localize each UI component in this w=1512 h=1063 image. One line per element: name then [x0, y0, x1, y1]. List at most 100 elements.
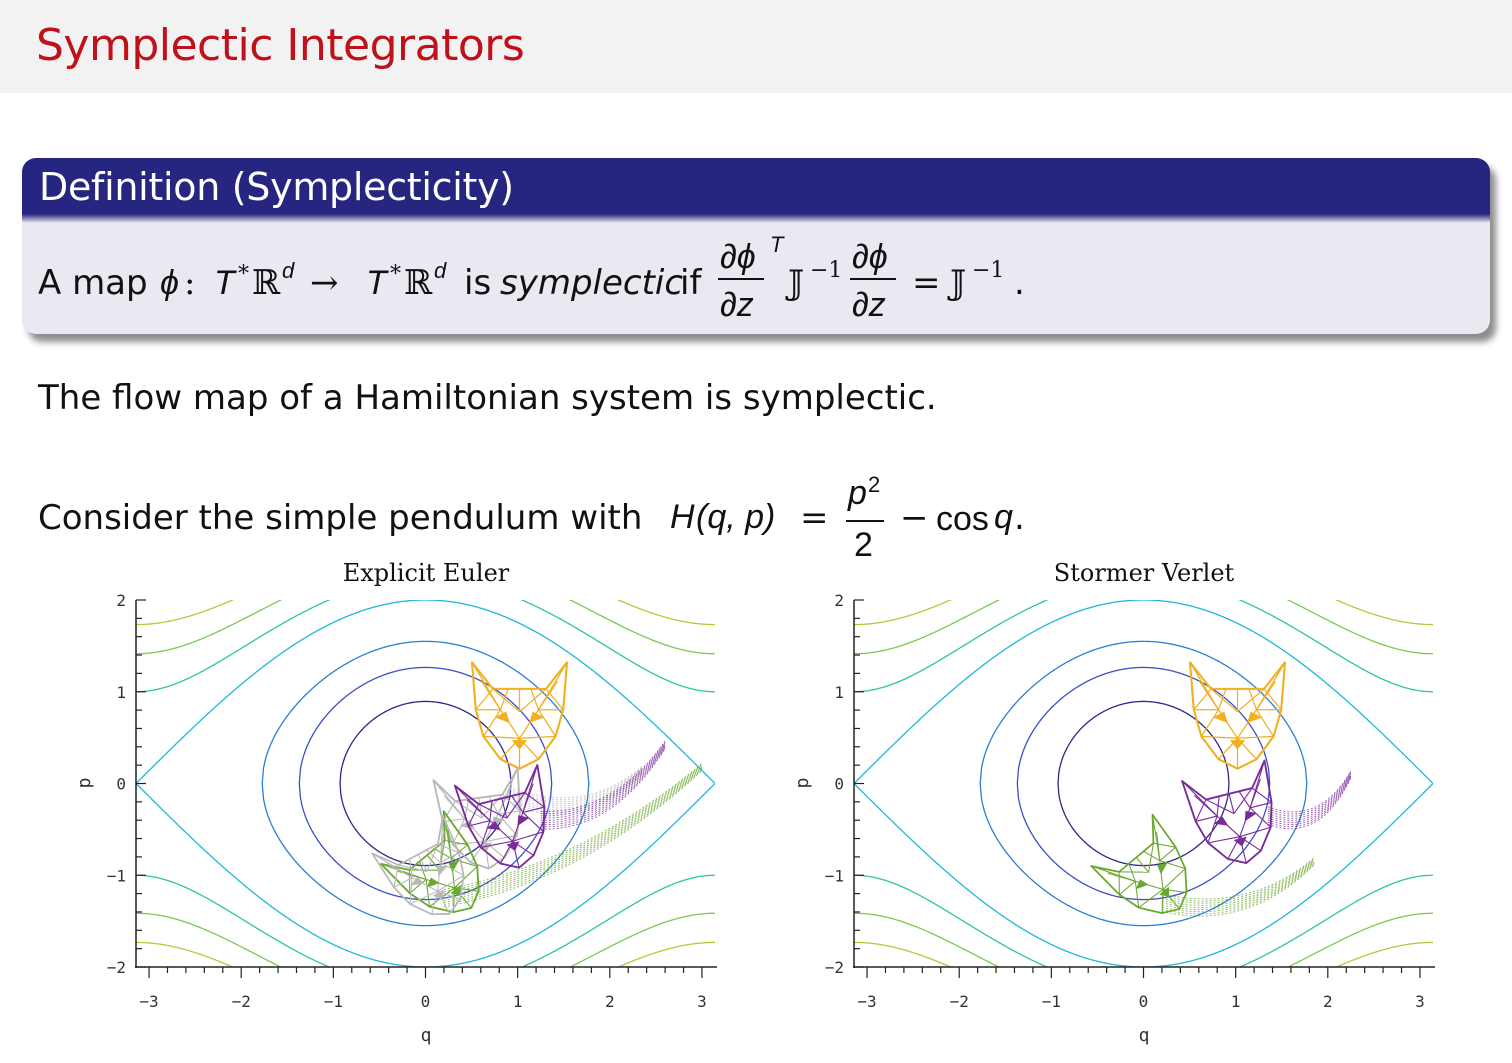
verlet-purple-cat-mesh	[1249, 801, 1272, 809]
def-domain-star: *	[238, 262, 249, 287]
euler-y-tick-label: 1	[116, 683, 126, 702]
verlet-green-cat-eye-left	[1135, 879, 1149, 890]
euler-green-cat-eye-left	[426, 877, 440, 888]
verlet-green-cat-mesh	[1118, 871, 1120, 895]
pendulum-q: q	[994, 498, 1013, 536]
euler-gray-cat-2-mesh	[439, 833, 444, 863]
verlet-y-tick-label: 0	[834, 775, 844, 794]
euler-green-cat-mesh	[409, 869, 440, 871]
verlet-green-cat-mesh	[1162, 868, 1186, 890]
verlet-green-cat-outline	[1090, 813, 1188, 914]
euler-orange-cat-mesh	[483, 735, 520, 739]
verlet-purple-smear-streak	[1267, 777, 1352, 830]
euler-x-tick-label: −3	[139, 992, 158, 1011]
euler-purple-cat-mesh	[467, 803, 480, 827]
euler-orange-cat-mesh	[482, 709, 502, 737]
verlet-green-smear-streak	[1161, 858, 1315, 902]
def-arrow: →	[310, 263, 339, 303]
verlet-green-cat-mesh	[1119, 880, 1136, 896]
verlet-purple-smear	[1267, 770, 1352, 830]
verlet-green-cat-mesh	[1119, 871, 1149, 873]
euler-gray-cat-2-mesh	[440, 852, 460, 863]
euler-x-tick-label: −2	[232, 992, 251, 1011]
euler-purple-cat-mesh	[512, 831, 544, 842]
euler-green-cat-mesh	[409, 879, 427, 894]
verlet-orange-cat-mesh	[1198, 680, 1220, 711]
def-equals: =	[912, 263, 941, 303]
pendulum-args: (q, p)	[696, 498, 776, 536]
euler-gray-cat-mesh	[498, 810, 521, 815]
euler-gray-cat-mesh	[452, 841, 486, 845]
euler-gray-cat-2-mesh	[393, 864, 399, 888]
verlet-green-cat-mesh	[1138, 888, 1164, 909]
euler-ylabel: p	[74, 778, 95, 789]
pendulum-cos: cos	[936, 500, 989, 538]
verlet-green-smear-streak	[1161, 859, 1315, 904]
euler-contour-level-2	[261, 640, 590, 927]
euler-green-cat-eye-right	[448, 860, 460, 873]
euler-gray-cat-2-mesh	[409, 877, 413, 905]
euler-gray-cat-2-outline	[371, 815, 465, 916]
euler-orange-cat-mesh	[480, 680, 502, 711]
verlet-purple-cat-mesh	[1238, 791, 1251, 809]
pendulum-H: H	[670, 498, 695, 536]
euler-purple-smear-streak	[540, 742, 666, 815]
def-text-symplectic: symplectic	[500, 263, 684, 303]
euler-cats	[371, 661, 703, 916]
euler-x-tick-label: 3	[697, 992, 707, 1011]
euler-green-smear	[443, 763, 703, 908]
euler-xlabel: q	[421, 1025, 432, 1046]
def-codomain-T: T	[366, 264, 387, 302]
verlet-green-cat-nose	[1159, 886, 1170, 897]
verlet-orange-cat-mesh	[1193, 688, 1212, 711]
euler-gray-cat-2	[371, 815, 465, 916]
verlet-contour-level-1	[1016, 666, 1271, 901]
verlet-green-cat-mesh	[1156, 831, 1161, 861]
euler-orange-cat-mesh	[545, 688, 564, 711]
euler-orange-cat-mesh	[519, 688, 547, 713]
verlet-purple-cat-outline	[1181, 759, 1273, 865]
frac2-denominator: ∂z	[852, 286, 886, 324]
verlet-y-tick-label: 2	[834, 591, 844, 610]
def-domain-R: ℝ	[252, 263, 281, 303]
euler-purple-smear-streak	[540, 746, 666, 826]
pendulum-minus: −	[900, 498, 929, 538]
verlet-orange-cat-mesh	[1255, 709, 1275, 737]
euler-y-tick-label: 2	[116, 591, 126, 610]
def-period: .	[1014, 263, 1025, 303]
verlet-green-smear-streak	[1161, 857, 1315, 900]
euler-y-tick-label: −2	[107, 958, 126, 977]
euler-gray-cat-2-mesh	[417, 854, 428, 872]
euler-gray-cat-mesh	[497, 786, 513, 815]
euler-green-smear-streak	[443, 763, 703, 890]
def-colon: :	[184, 263, 196, 303]
euler-x-tick-label: −1	[324, 992, 343, 1011]
def-domain-d: d	[282, 258, 295, 283]
pendulum-denom: 2	[854, 526, 873, 564]
euler-green-cat-mesh	[450, 844, 468, 859]
def-codomain-d: d	[434, 258, 447, 283]
euler-purple-smear-streak	[540, 745, 666, 823]
euler-gray-cat-mesh	[478, 797, 483, 819]
verlet-purple-cat-mesh	[1249, 807, 1272, 828]
euler-green-cat-mesh	[408, 869, 411, 894]
euler-gray-cat-mesh	[484, 834, 517, 843]
euler-gray-cat-2-eye-right	[436, 865, 448, 877]
verlet-contour-level-0	[1057, 700, 1230, 867]
euler-purple-smear-streak	[540, 741, 666, 812]
euler-purple-cat	[453, 764, 546, 869]
euler-purple-smear-streak	[540, 748, 666, 830]
pendulum-frac-bar	[846, 520, 884, 522]
euler-purple-smear-streak	[540, 744, 666, 821]
euler-green-smear-streak	[443, 768, 703, 904]
verlet-purple-smear-streak	[1267, 772, 1352, 817]
euler-gray-smear-streak	[512, 772, 643, 813]
verlet-orange-cat-mesh	[1217, 688, 1227, 710]
euler-purple-cat-mesh	[522, 812, 544, 833]
euler-green-smear-streak	[443, 765, 703, 897]
euler-gray-cat-2-nose	[432, 889, 445, 900]
verlet-green-cat	[1090, 813, 1188, 914]
verlet-orange-cat-eye-right	[1246, 711, 1263, 724]
verlet-orange-cat-outline	[1188, 661, 1287, 770]
verlet-purple-smear-streak	[1267, 771, 1352, 815]
